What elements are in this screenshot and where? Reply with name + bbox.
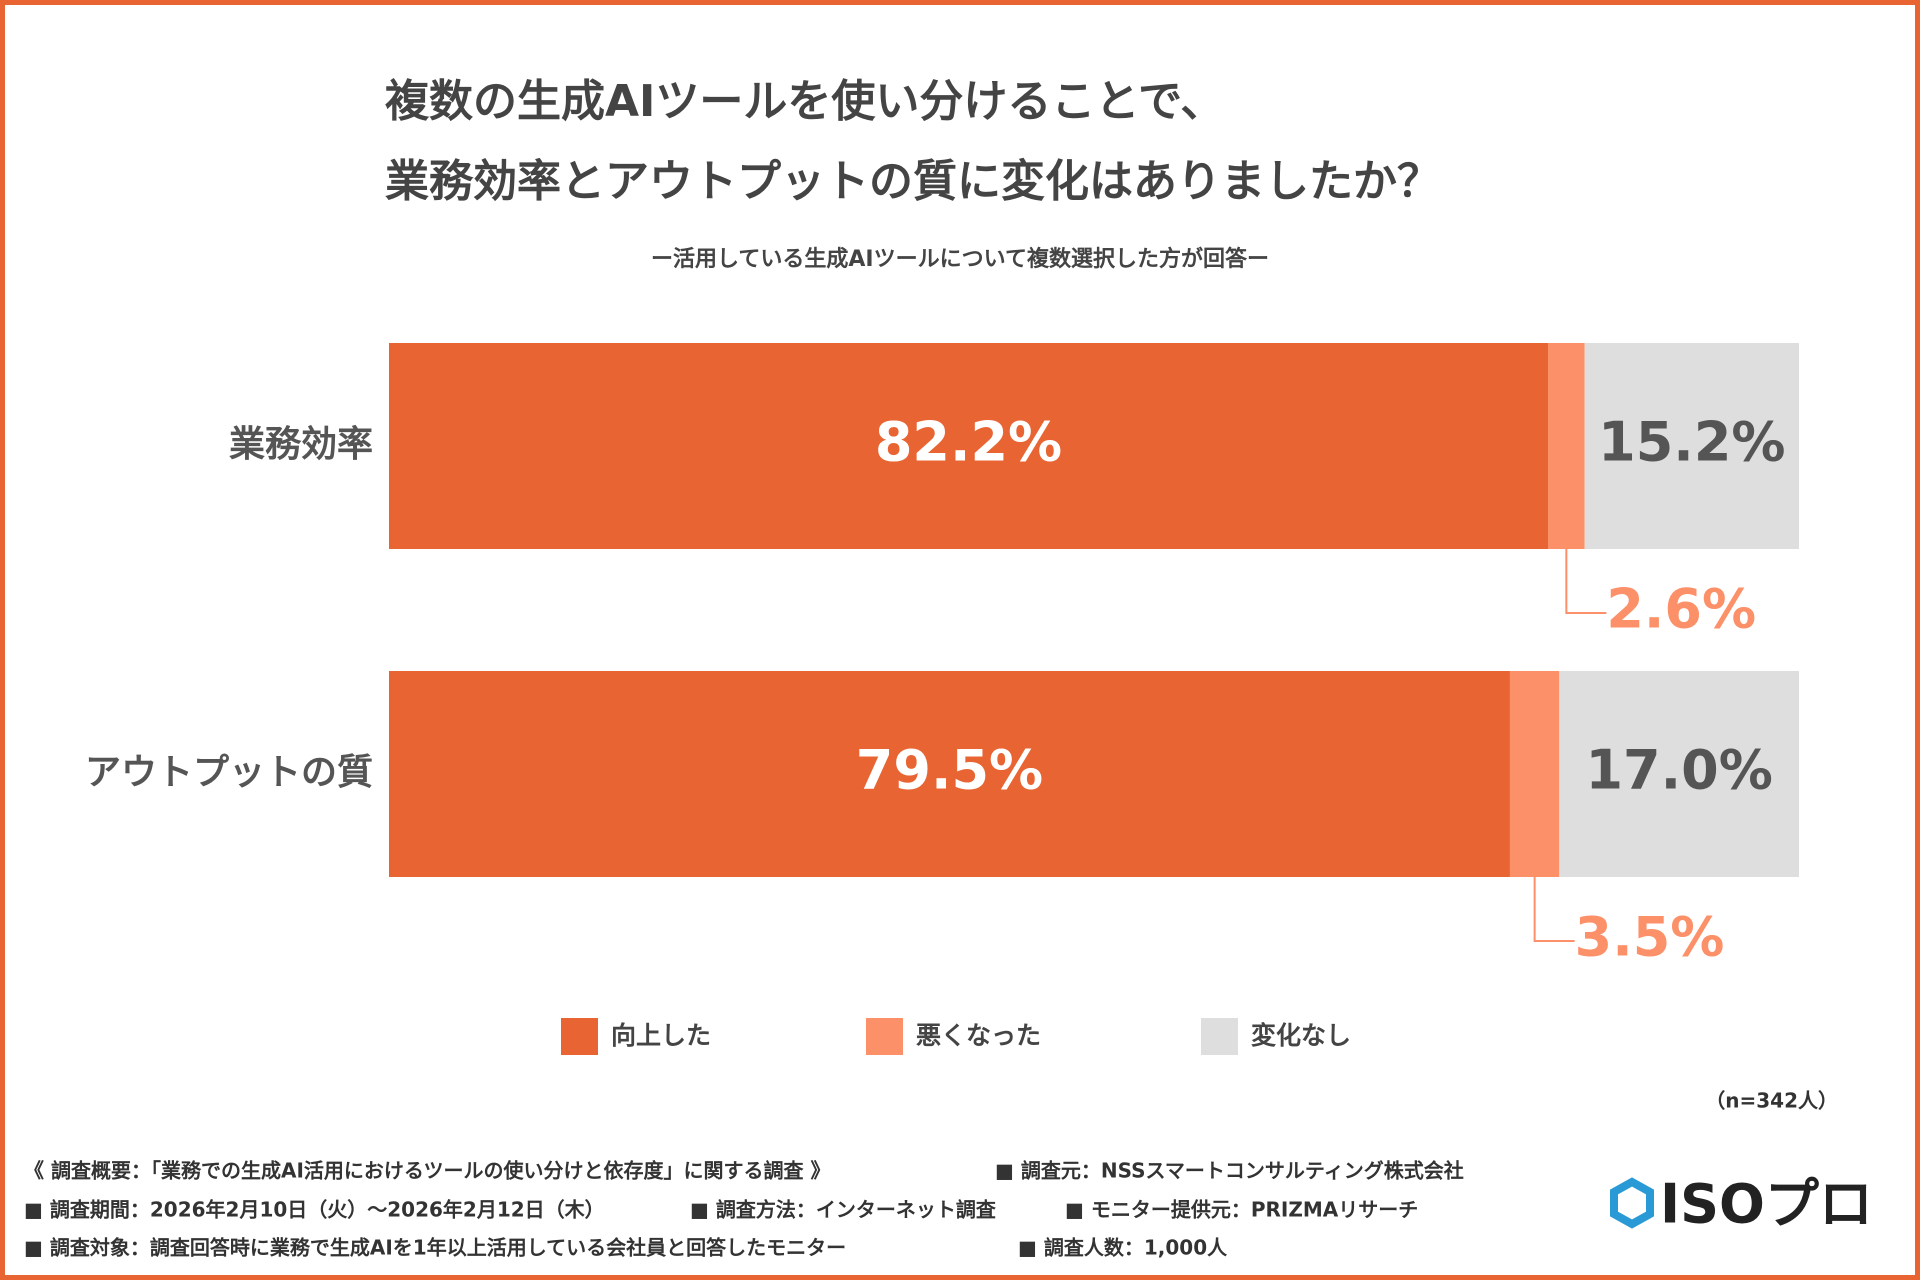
footnote: 《 調査概要：「業務での生成AI活用におけるツールの使い分けと依存度」に関する調… <box>24 1159 830 1183</box>
bar-segment <box>1559 671 1799 877</box>
logo-icon <box>1610 1177 1654 1229</box>
bar-segment <box>389 671 1510 877</box>
bar-segment <box>1584 343 1799 549</box>
legend-swatch <box>866 1018 903 1055</box>
bar-segment <box>1509 671 1560 877</box>
y-tick-label: アウトプットの質 <box>85 752 373 793</box>
bar-segment <box>389 343 1549 549</box>
legend-swatch <box>561 1018 598 1055</box>
footnote: ■ 調査元：NSSスマートコンサルティング株式会社 <box>995 1159 1464 1183</box>
leader-line <box>1565 549 1607 614</box>
chart-title: 業務効率とアウトプットの質に変化はありましたか？ <box>385 156 1441 207</box>
logo: ISOプロ <box>1660 1173 1873 1236</box>
footnote: ■ 調査対象：調査回答時に業務で生成AIを1年以上活用している会社員と回答したモ… <box>24 1236 846 1260</box>
value-label: 82.2% <box>875 411 1062 474</box>
legend-label: 変化なし <box>1251 1021 1351 1050</box>
leader-line <box>1533 877 1575 942</box>
y-tick-label: 業務効率 <box>229 424 373 465</box>
footnote: ■ 調査期間：2026年2月10日（火）～2026年2月12日（木） <box>24 1198 605 1222</box>
footnote: ■ 調査人数：1,000人 <box>1018 1236 1228 1260</box>
footnote: ■ モニター提供元：PRIZMAリサーチ <box>1065 1198 1418 1222</box>
value-label: 3.5% <box>1575 906 1725 969</box>
legend-label: 悪くなった <box>916 1021 1041 1050</box>
value-label: 15.2% <box>1598 411 1785 474</box>
value-label: 2.6% <box>1606 578 1756 641</box>
legend-swatch <box>1201 1018 1238 1055</box>
chart-subtitle: ー活用している生成AIツールについて複数選択した方が回答ー <box>651 246 1269 272</box>
value-label: 79.5% <box>856 739 1043 802</box>
sample-size: （n=342人） <box>1705 1089 1838 1113</box>
footnote: ■ 調査方法：インターネット調査 <box>690 1198 996 1222</box>
value-label: 17.0% <box>1585 739 1772 802</box>
bar-segment <box>1548 343 1585 549</box>
chart-title: 複数の生成AIツールを使い分けることで、 <box>385 76 1224 127</box>
legend-label: 向上した <box>611 1021 711 1050</box>
